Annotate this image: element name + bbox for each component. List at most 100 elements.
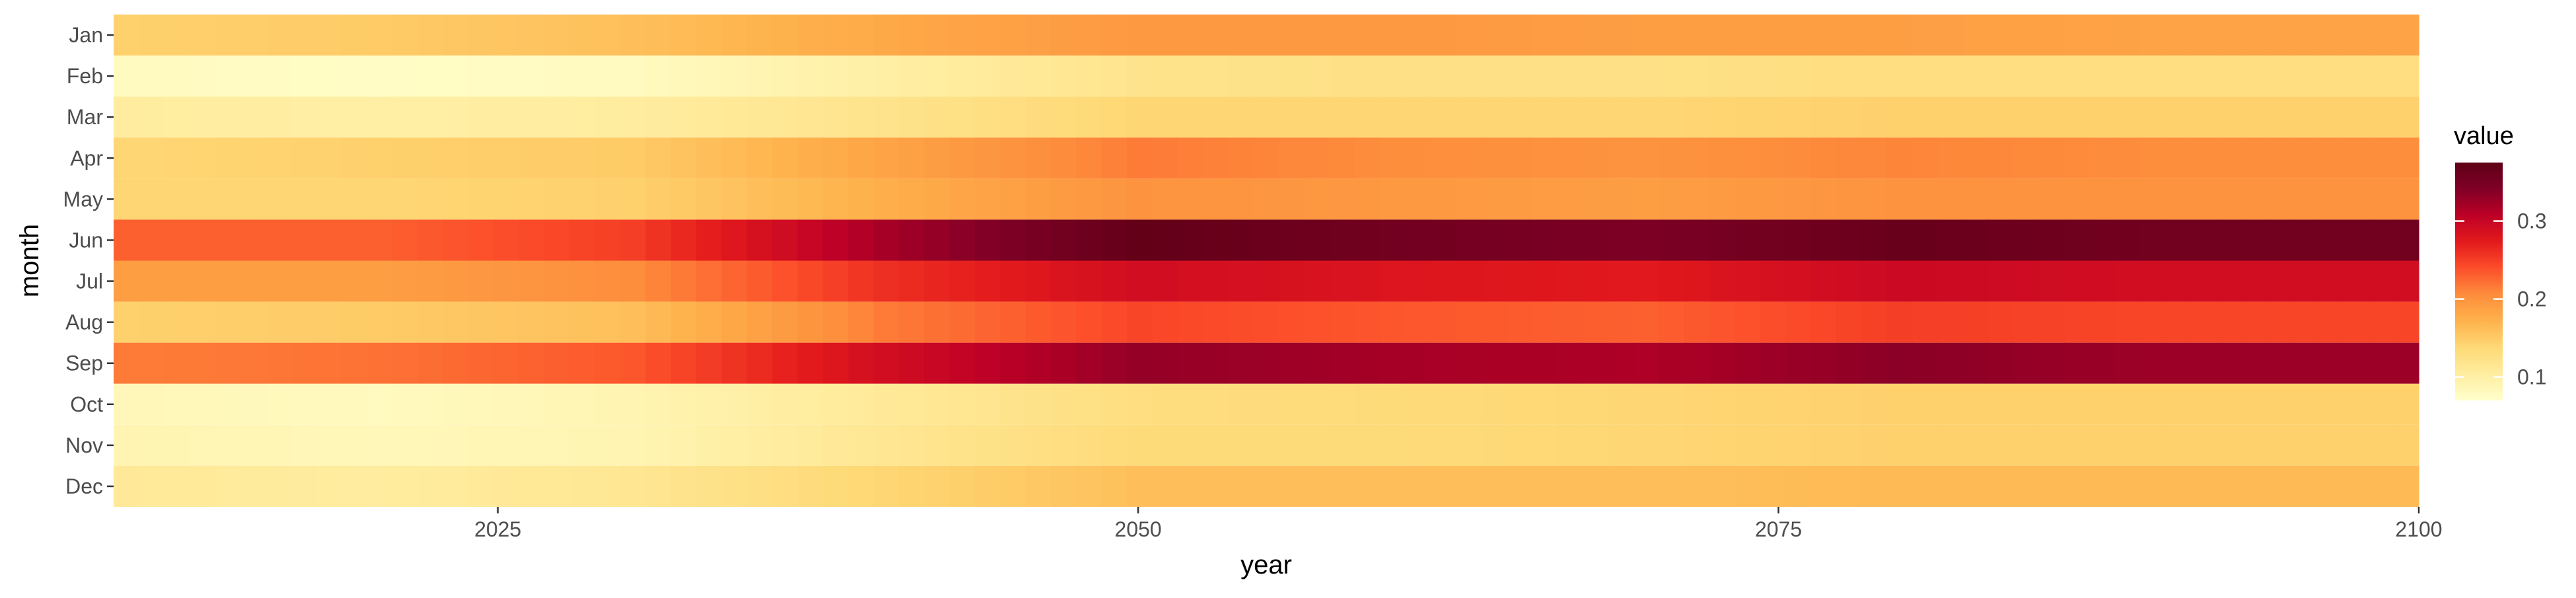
heatmap-cell bbox=[1431, 15, 1457, 56]
heatmap-cell bbox=[316, 342, 342, 384]
heatmap-cell bbox=[772, 424, 799, 466]
heatmap-cell bbox=[1760, 96, 1786, 138]
heatmap-cell bbox=[1076, 260, 1102, 302]
heatmap-cell bbox=[1228, 56, 1254, 97]
heatmap-cell bbox=[670, 301, 697, 343]
heatmap-cell bbox=[1785, 96, 1812, 138]
heatmap-cell bbox=[1684, 301, 1710, 343]
heatmap-cell bbox=[974, 465, 1001, 507]
heatmap-cell bbox=[266, 137, 292, 179]
heatmap-cell bbox=[772, 342, 799, 384]
heatmap-cell bbox=[594, 178, 621, 220]
heatmap-cell bbox=[493, 383, 520, 425]
heatmap-cell bbox=[696, 219, 723, 261]
heatmap-cell bbox=[2292, 424, 2318, 466]
heatmap-cell bbox=[1507, 137, 1533, 179]
heatmap-cell bbox=[2317, 301, 2343, 343]
heatmap-cell bbox=[1203, 178, 1229, 220]
heatmap-cell bbox=[1709, 383, 1736, 425]
heatmap-cell bbox=[1507, 96, 1533, 138]
heatmap-cell bbox=[2165, 56, 2192, 97]
heatmap-cell bbox=[2013, 260, 2040, 302]
heatmap-cell bbox=[1507, 424, 1533, 466]
heatmap-cell bbox=[746, 219, 773, 261]
heatmap-cell bbox=[1405, 465, 1431, 507]
heatmap-cell bbox=[746, 301, 773, 343]
heatmap-cell bbox=[139, 15, 165, 56]
heatmap-cell bbox=[1177, 137, 1203, 179]
heatmap-cell bbox=[645, 56, 672, 97]
heatmap-cell bbox=[1633, 96, 1660, 138]
heatmap-cell bbox=[114, 219, 139, 261]
heatmap-cell bbox=[1912, 96, 1938, 138]
heatmap-cell bbox=[1886, 137, 1913, 179]
heatmap-cell bbox=[367, 178, 393, 220]
heatmap-cell bbox=[2216, 465, 2242, 507]
heatmap-cell bbox=[1127, 465, 1153, 507]
heatmap-cell bbox=[797, 96, 824, 138]
heatmap-cell bbox=[2190, 424, 2217, 466]
heatmap-cell bbox=[2064, 301, 2091, 343]
heatmap-cell bbox=[2089, 260, 2116, 302]
heatmap-cell bbox=[898, 15, 925, 56]
heatmap-cell bbox=[924, 56, 950, 97]
heatmap-cell bbox=[1279, 15, 1305, 56]
heatmap-cell bbox=[519, 301, 545, 343]
heatmap-cell bbox=[949, 137, 976, 179]
heatmap-cell bbox=[240, 342, 266, 384]
heatmap-cell bbox=[1709, 260, 1736, 302]
heatmap-cell bbox=[164, 424, 190, 466]
heatmap-cell bbox=[468, 301, 494, 343]
heatmap-cell bbox=[1101, 137, 1127, 179]
heatmap-cell bbox=[1861, 424, 1888, 466]
heatmap-cell bbox=[746, 137, 773, 179]
heatmap-cell bbox=[949, 301, 976, 343]
heatmap-row-jan bbox=[114, 15, 2419, 56]
heatmap-cell bbox=[341, 301, 368, 343]
heatmap-cell bbox=[2114, 56, 2141, 97]
heatmap-cell bbox=[2089, 56, 2116, 97]
heatmap-cell bbox=[1557, 56, 1583, 97]
heatmap-cell bbox=[139, 465, 165, 507]
y-tick-label: Sep bbox=[65, 352, 103, 375]
heatmap-cell bbox=[2190, 342, 2217, 384]
heatmap-cell bbox=[2064, 178, 2091, 220]
heatmap-cell bbox=[240, 260, 266, 302]
heatmap-cell bbox=[594, 15, 621, 56]
heatmap-cell bbox=[873, 260, 900, 302]
heatmap-cell bbox=[670, 96, 697, 138]
heatmap-cell bbox=[1481, 465, 1507, 507]
heatmap-cell bbox=[1988, 342, 2014, 384]
heatmap-cell bbox=[1912, 178, 1938, 220]
heatmap-cell bbox=[873, 178, 900, 220]
heatmap-cell bbox=[468, 178, 494, 220]
heatmap-cell bbox=[1329, 260, 1355, 302]
heatmap-cell bbox=[1177, 96, 1203, 138]
heatmap-cell bbox=[443, 15, 469, 56]
heatmap-cell bbox=[1735, 424, 1761, 466]
heatmap-cell bbox=[746, 178, 773, 220]
y-axis-title: month bbox=[15, 224, 44, 297]
heatmap-cell bbox=[2013, 465, 2040, 507]
heatmap-cell bbox=[1405, 15, 1431, 56]
heatmap-cell bbox=[2393, 424, 2419, 466]
heatmap-cell bbox=[1051, 96, 1077, 138]
heatmap-cell bbox=[1355, 96, 1381, 138]
heatmap-cell bbox=[1886, 178, 1913, 220]
heatmap-cell bbox=[1203, 56, 1229, 97]
heatmap-cell bbox=[468, 56, 494, 97]
heatmap-cell bbox=[2114, 342, 2141, 384]
heatmap-cell bbox=[1709, 424, 1736, 466]
heatmap-cell bbox=[2216, 15, 2242, 56]
heatmap-cell bbox=[797, 137, 824, 179]
heatmap-cell bbox=[1557, 301, 1583, 343]
heatmap-cell bbox=[1937, 342, 1964, 384]
heatmap-cell bbox=[2368, 383, 2394, 425]
heatmap-cell bbox=[1962, 15, 1989, 56]
heatmap-cell bbox=[898, 96, 925, 138]
heatmap-cell bbox=[1253, 301, 1279, 343]
heatmap-cell bbox=[1684, 96, 1710, 138]
heatmap-cell bbox=[1583, 465, 1609, 507]
heatmap-cell bbox=[1329, 465, 1355, 507]
heatmap-cell bbox=[493, 260, 520, 302]
